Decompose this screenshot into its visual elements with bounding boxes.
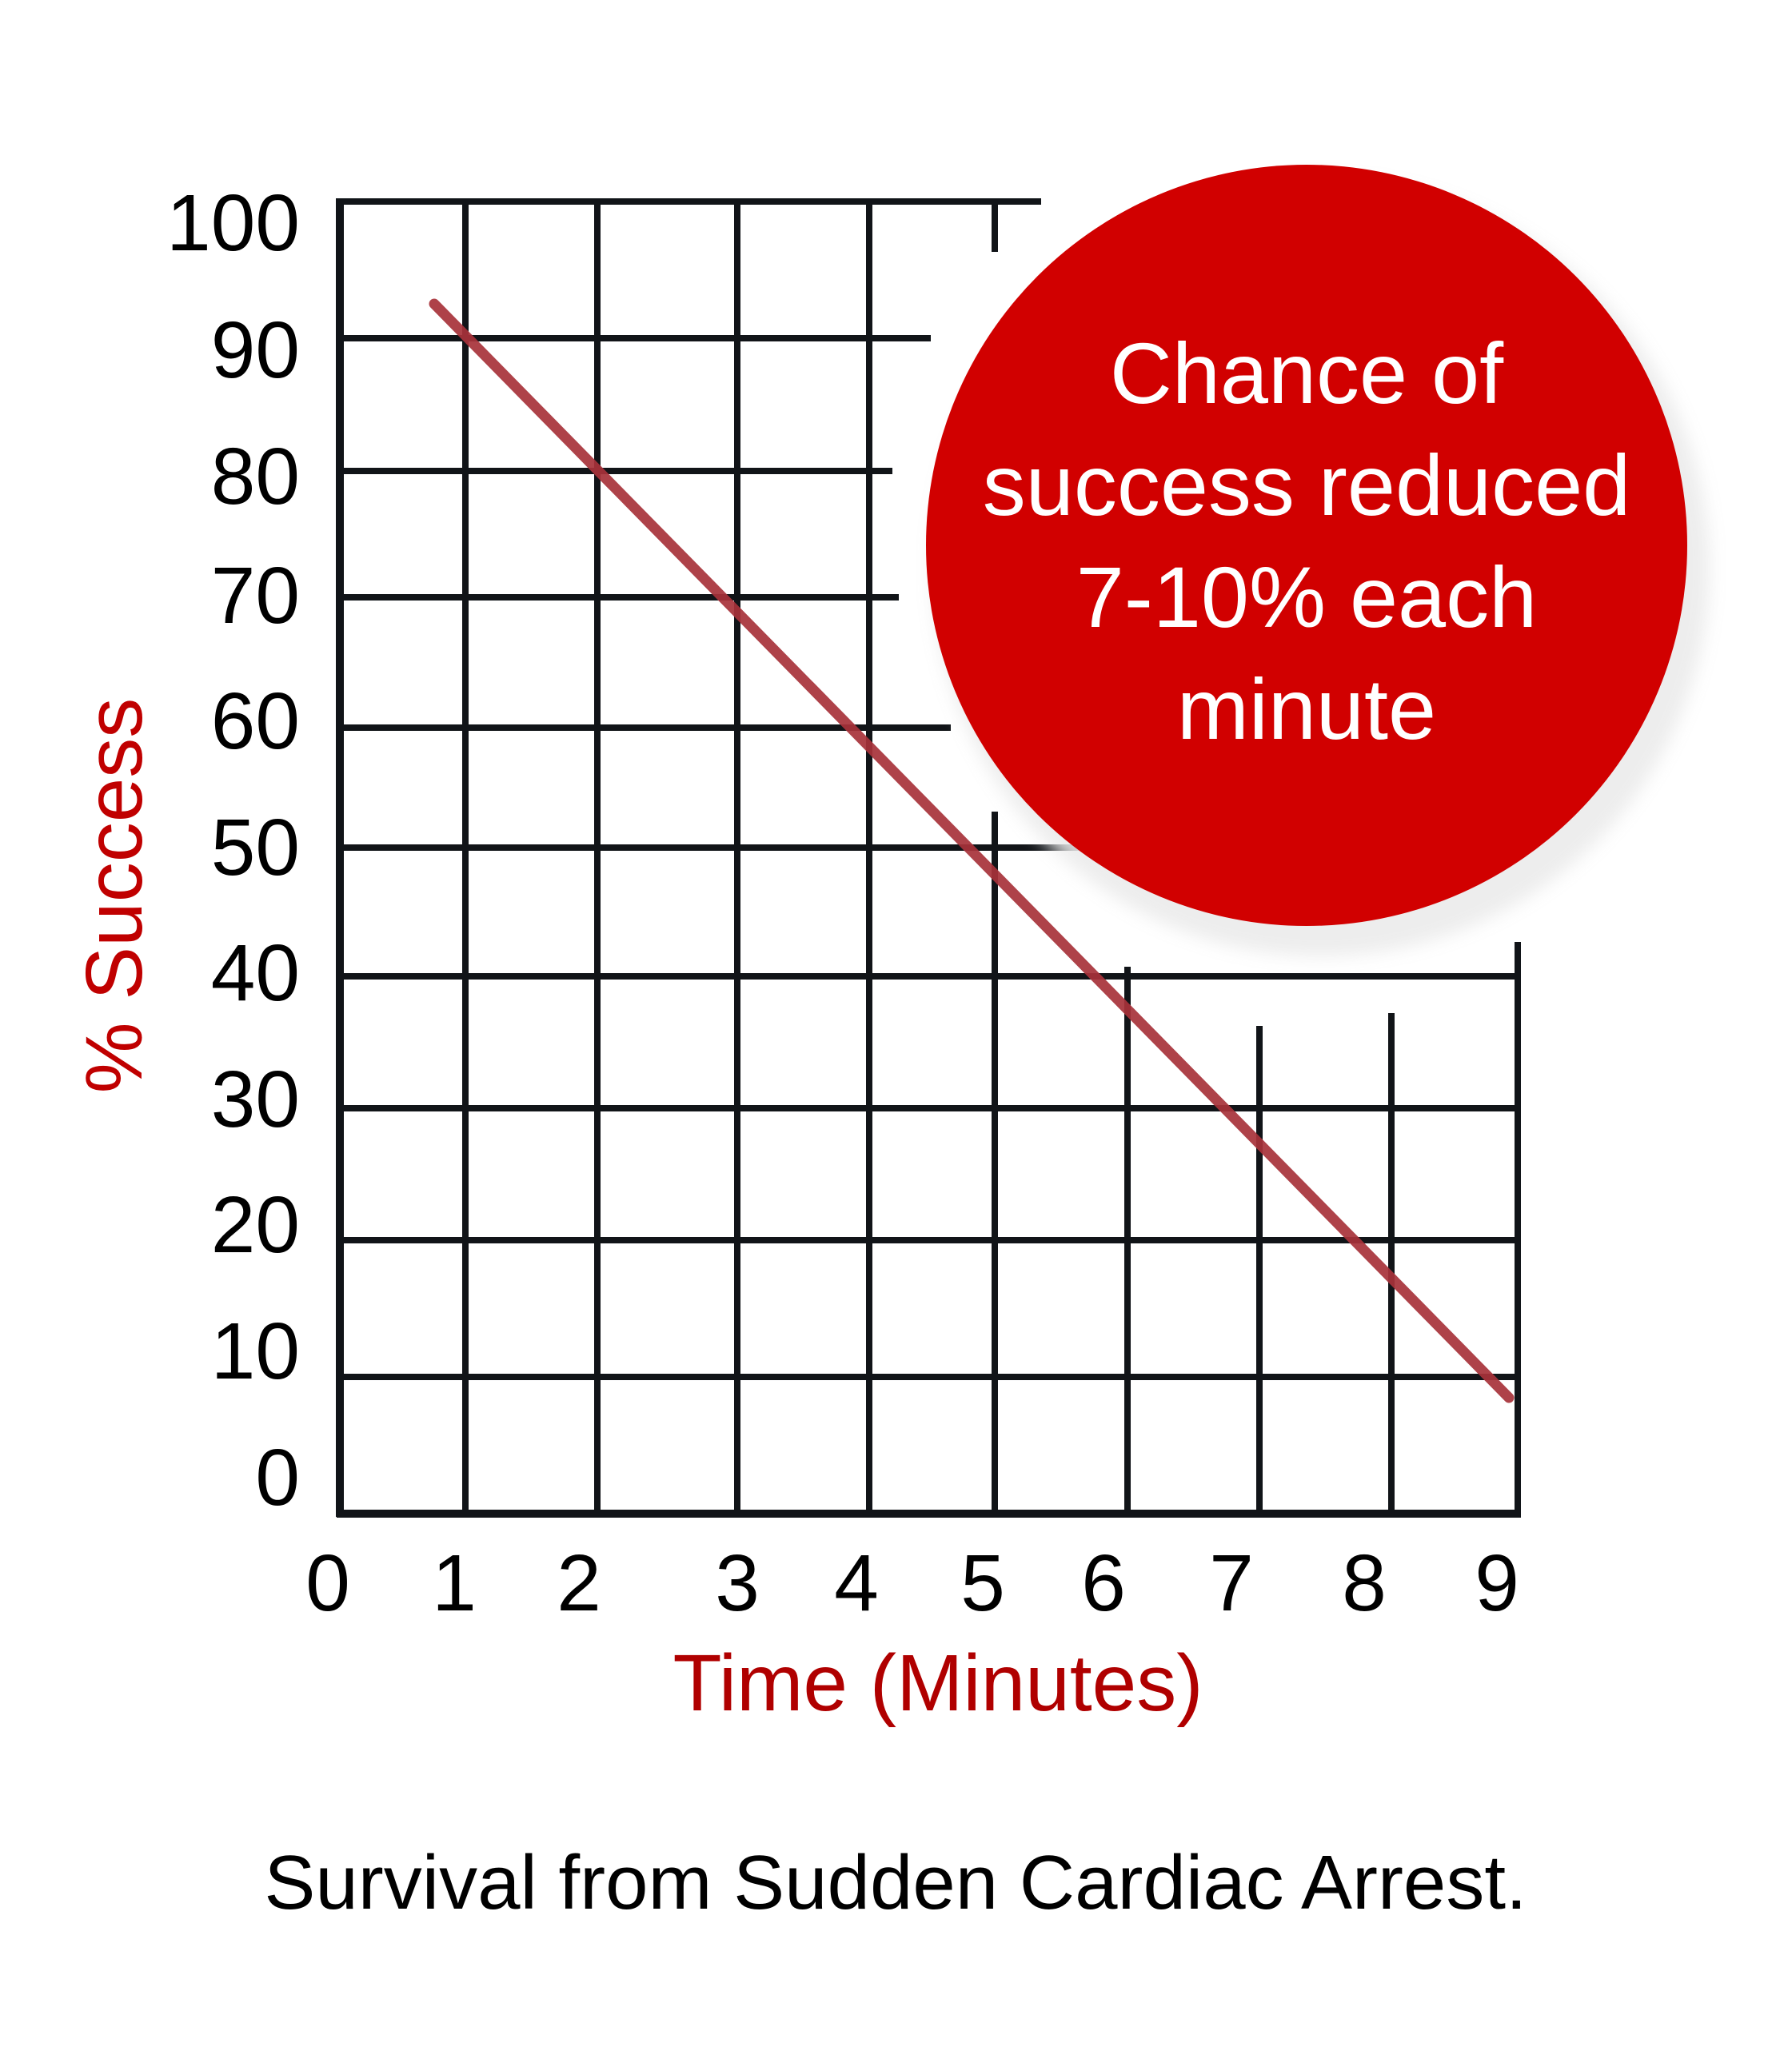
y-tick-20: 20 [210,1180,300,1270]
callout-line-3: 7-10% each [1076,549,1538,645]
y-tick-100: 100 [166,178,300,268]
x-tick-8: 8 [1342,1538,1387,1628]
x-tick-6: 6 [1081,1538,1126,1628]
x-tick-2: 2 [557,1538,601,1628]
x-axis-label: Time (Minutes) [672,1638,1203,1728]
y-tick-0: 0 [255,1433,300,1522]
y-tick-50: 50 [210,803,300,892]
y-tick-90: 90 [210,305,300,395]
callout-line-1: Chance of [1109,325,1504,421]
y-axis-label: % Success [70,697,159,1094]
x-tick-5: 5 [960,1538,1005,1628]
x-tick-4: 4 [834,1538,879,1628]
chart-caption: Survival from Sudden Cardiac Arrest. [264,1840,1527,1925]
x-tick-9: 9 [1475,1538,1519,1628]
x-tick-1: 1 [432,1538,477,1628]
y-tick-60: 60 [210,676,300,766]
grid-lines [336,198,1521,1518]
x-tick-3: 3 [715,1538,760,1628]
y-tick-70: 70 [210,551,300,640]
callout-text: Chance of success reduced 7-10% each min… [983,317,1630,765]
y-tick-30: 30 [210,1055,300,1144]
y-tick-10: 10 [210,1307,300,1396]
callout-line-2: success reduced [982,437,1631,533]
y-tick-40: 40 [210,928,300,1018]
x-tick-7: 7 [1209,1538,1254,1628]
trend-line [429,298,1515,1403]
y-tick-80: 80 [210,432,300,521]
x-tick-0: 0 [305,1538,350,1628]
callout-badge: Chance of success reduced 7-10% each min… [926,165,1687,926]
callout-line-4: minute [1176,660,1437,757]
